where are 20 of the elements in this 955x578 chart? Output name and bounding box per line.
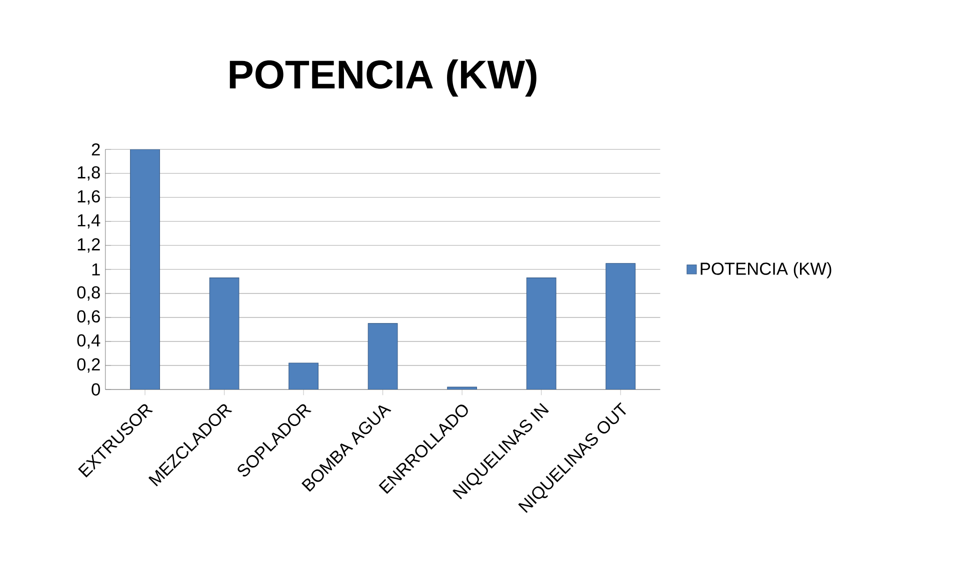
chart-title: POTENCIA (KW) [230,60,536,97]
y-tick-label: 1,6 [78,190,100,205]
y-tick-label: 1,8 [78,166,100,181]
bar [606,263,636,390]
bar [526,278,556,390]
y-tick-label: 0,6 [77,310,100,325]
bar [447,387,478,390]
y-tick-label: 2 [92,144,100,156]
legend-label: POTENCIA (KW) [700,262,832,279]
y-tick-label: 1,4 [78,214,100,229]
bar [130,150,160,390]
y-tick-label: 0,8 [77,286,100,301]
y-tick-label: 1,2 [78,238,100,253]
y-tick-label: 0 [92,384,100,396]
bar [209,278,240,390]
bar [368,323,398,390]
y-tick-label: 0,2 [77,358,100,373]
bar [288,363,318,390]
y-tick-label: 0,4 [77,334,100,349]
y-tick-label: 1 [92,264,100,276]
